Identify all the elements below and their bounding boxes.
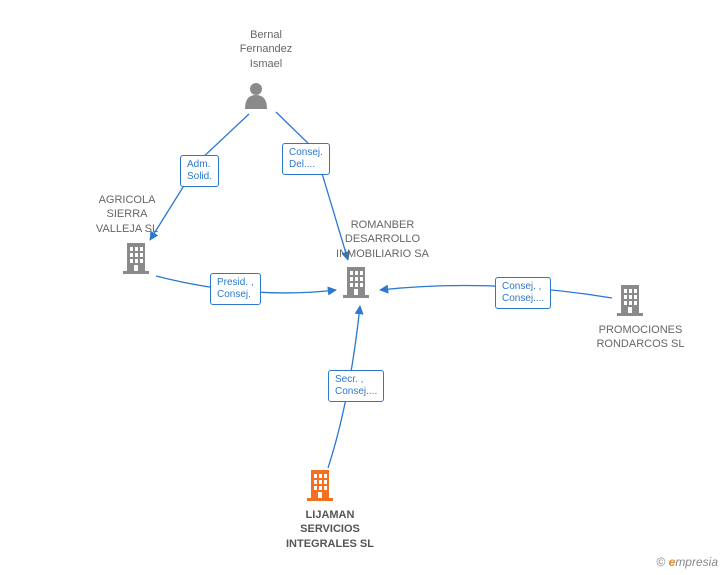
node-label-agricola: AGRICOLA SIERRA VALLEJA SL (92, 193, 162, 236)
building-icon (343, 267, 369, 298)
person-icon (245, 83, 267, 109)
footer-credit: © empresia (656, 555, 718, 569)
edge-label-lijaman-romanber: Secr. , Consej.... (328, 370, 384, 402)
edge-label-promociones-romanber: Consej. , Consej.... (495, 277, 551, 309)
copyright-symbol: © (656, 555, 665, 569)
diagram-canvas (0, 0, 728, 575)
building-icon (307, 470, 333, 501)
edge-label-person-romanber: Consej. Del.... (282, 143, 330, 175)
node-label-lijaman: LIJAMAN SERVICIOS INTEGRALES SL (275, 508, 385, 551)
node-label-person: Bernal Fernandez Ismael (231, 28, 301, 71)
edge-label-agricola-romanber: Presid. , Consej. (210, 273, 261, 305)
edge-label-person-agricola: Adm. Solid. (180, 155, 219, 187)
node-label-romanber: ROMANBER DESARROLLO INMOBILIARIO SA (330, 218, 435, 261)
building-icon (617, 285, 643, 316)
building-icon (123, 243, 149, 274)
node-label-promociones: PROMOCIONES RONDARCOS SL (588, 323, 693, 352)
brand-rest: mpresia (675, 555, 718, 569)
